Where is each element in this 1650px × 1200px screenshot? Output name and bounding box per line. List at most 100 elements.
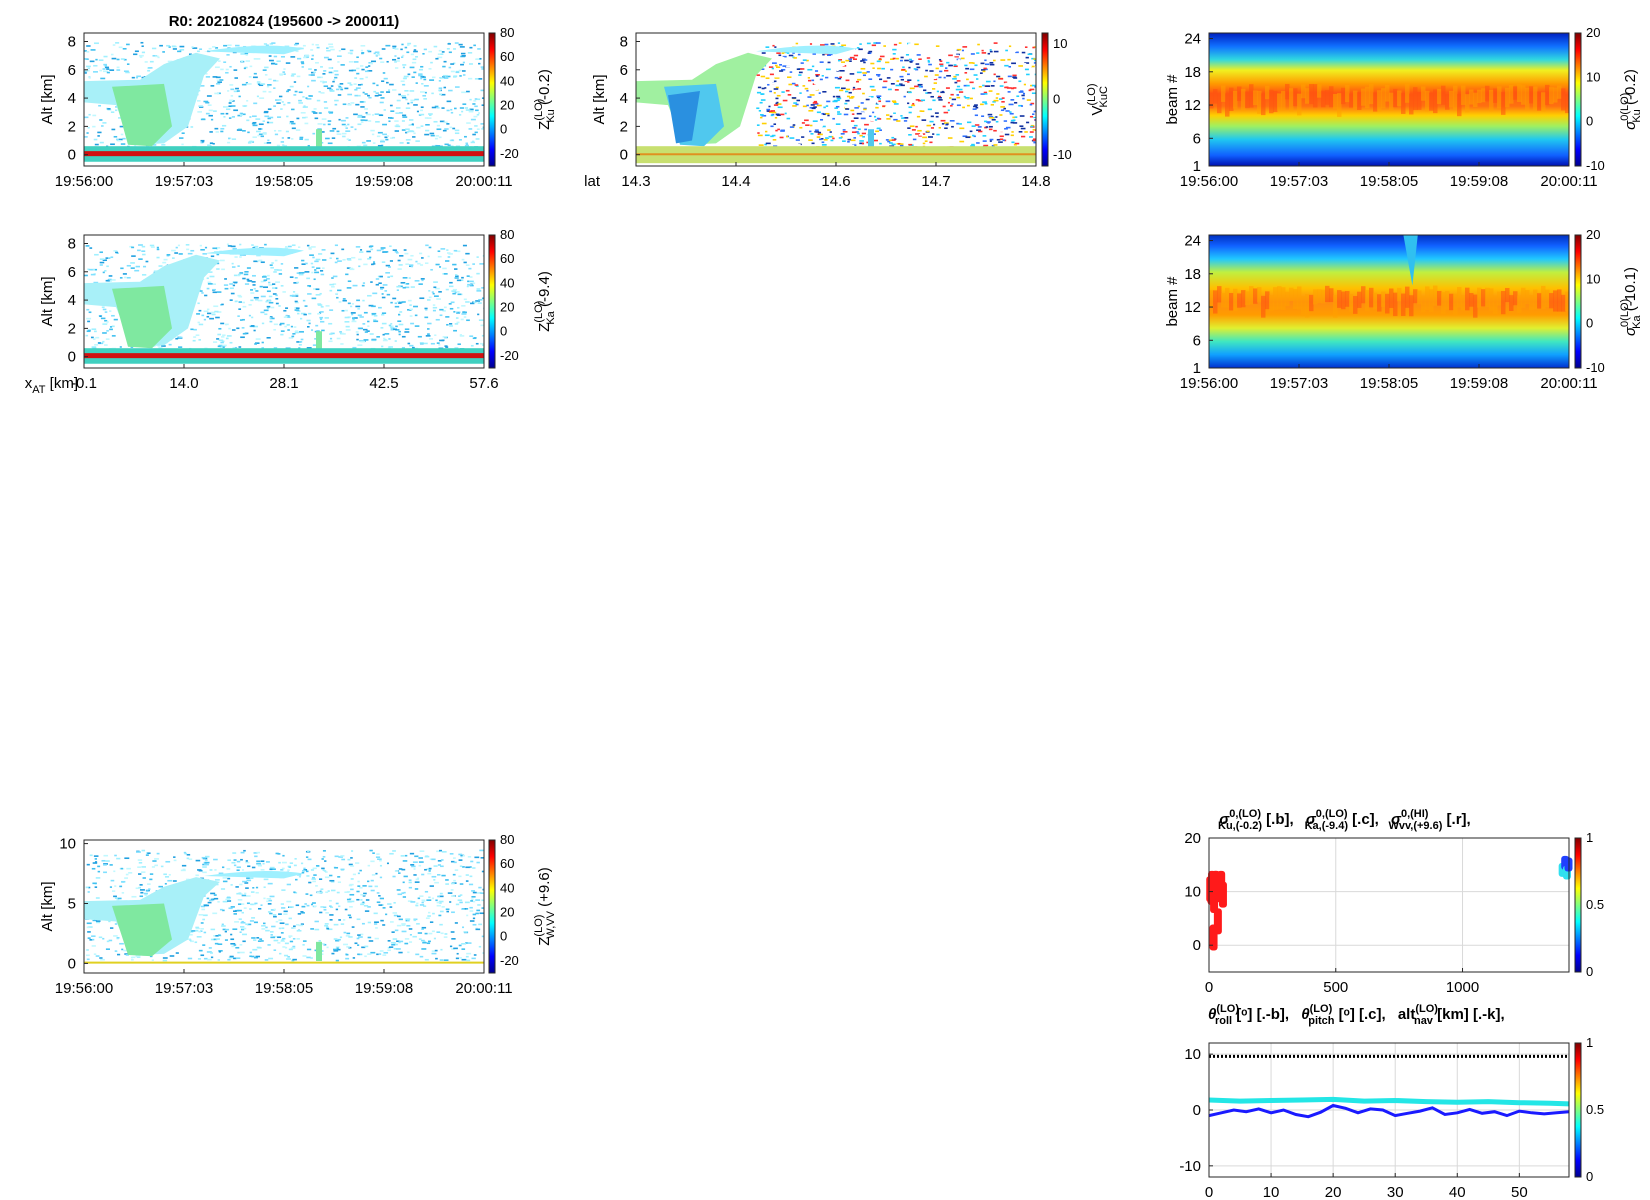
zw-speckle bbox=[419, 850, 425, 852]
zku-speckle bbox=[473, 115, 478, 118]
zku-speckle bbox=[228, 101, 232, 103]
sig-cbar-tick: 0.5 bbox=[1586, 897, 1604, 912]
zw-speckle bbox=[85, 954, 90, 957]
zw-speckle bbox=[222, 909, 225, 912]
zka-speckle bbox=[161, 345, 166, 347]
sku-beam-column bbox=[1489, 89, 1494, 112]
zka-speckle bbox=[398, 333, 401, 336]
vku-speckle bbox=[1013, 143, 1017, 146]
zka-speckle bbox=[248, 314, 251, 317]
vku-speckle bbox=[985, 126, 989, 128]
vku-speckle bbox=[905, 53, 910, 56]
zw-speckle bbox=[281, 861, 287, 864]
zku-speckle bbox=[392, 89, 397, 91]
zw-speckle bbox=[96, 921, 101, 924]
vku-speckle bbox=[757, 86, 762, 89]
ska-beam-column bbox=[1565, 291, 1570, 312]
zw-speckle bbox=[319, 943, 325, 945]
vku-speckle bbox=[936, 133, 940, 136]
vku-speckle bbox=[908, 106, 913, 109]
zku-speckle bbox=[332, 89, 335, 92]
ska-xtick-label: 20:00:11 bbox=[1540, 375, 1597, 392]
vku-speckle bbox=[825, 112, 830, 115]
vku-speckle bbox=[1000, 59, 1006, 61]
zka-speckle bbox=[305, 262, 308, 265]
zku-speckle bbox=[120, 143, 126, 145]
vku-speckle bbox=[909, 61, 913, 63]
ska-beam-column bbox=[1433, 285, 1438, 306]
vku-speckle bbox=[886, 51, 892, 53]
zka-speckle bbox=[102, 332, 107, 334]
zka-speckle bbox=[178, 336, 183, 339]
zka-speckle bbox=[381, 313, 385, 316]
ska-beam-column bbox=[1305, 294, 1310, 318]
vku-speckle bbox=[1015, 51, 1019, 54]
vku-speckle bbox=[983, 144, 989, 147]
zw-speckle bbox=[315, 865, 320, 867]
zw-speckle bbox=[195, 929, 199, 932]
zka-speckle bbox=[91, 346, 97, 348]
vku-speckle bbox=[876, 127, 881, 130]
vku-speckle bbox=[915, 68, 919, 71]
zw-speckle bbox=[227, 859, 231, 862]
zw-speckle bbox=[296, 923, 300, 926]
ska-beam-column bbox=[1345, 290, 1350, 307]
zka-speckle bbox=[448, 253, 453, 255]
zku-speckle bbox=[212, 76, 218, 78]
vku-speckle bbox=[837, 77, 842, 80]
zw-speckle bbox=[139, 895, 144, 898]
vku-speckle bbox=[862, 92, 865, 95]
zka-speckle bbox=[401, 301, 406, 303]
sig-xtick-label: 500 bbox=[1323, 979, 1348, 996]
zku-speckle bbox=[306, 56, 310, 58]
zka-speckle bbox=[243, 273, 249, 276]
zw-speckle bbox=[266, 897, 272, 900]
zka-cbar-label-sub: Ka bbox=[545, 310, 557, 324]
zku-speckle bbox=[144, 61, 148, 63]
vku-speckle bbox=[821, 141, 825, 144]
vku-speckle bbox=[821, 144, 827, 146]
vku-speckle bbox=[909, 58, 912, 61]
ska-beam-column bbox=[1397, 287, 1402, 302]
vku-speckle bbox=[860, 67, 866, 70]
zku-speckle bbox=[454, 107, 457, 110]
ska-beam-column bbox=[1357, 291, 1362, 308]
zka-speckle bbox=[454, 347, 459, 349]
zku-speckle bbox=[159, 44, 163, 47]
zku-speckle bbox=[285, 130, 289, 133]
vku-speckle bbox=[771, 111, 777, 114]
vku-speckle bbox=[1033, 46, 1036, 48]
zka-speckle bbox=[371, 339, 377, 342]
zka-speckle bbox=[229, 287, 234, 290]
vku-speckle bbox=[786, 117, 791, 120]
zku-speckle bbox=[360, 83, 363, 86]
zka-speckle bbox=[472, 301, 475, 303]
zka-speckle bbox=[359, 339, 364, 342]
zka-speckle bbox=[137, 249, 141, 252]
zw-speckle bbox=[267, 882, 273, 885]
zka-speckle bbox=[459, 334, 462, 336]
zku-speckle bbox=[474, 125, 478, 127]
zw-colorbar-frame bbox=[488, 839, 496, 974]
zw-speckle bbox=[195, 859, 201, 862]
vku-speckle bbox=[806, 59, 809, 62]
zka-speckle bbox=[251, 316, 254, 319]
zka-speckle bbox=[280, 333, 284, 336]
sku-beam-column bbox=[1409, 93, 1414, 115]
zku-speckle bbox=[200, 118, 206, 121]
zka-speckle bbox=[446, 249, 449, 251]
zka-speckle bbox=[255, 338, 261, 340]
vku-speckle bbox=[932, 99, 936, 102]
att-cbar-tick: 1 bbox=[1586, 1035, 1593, 1050]
zka-speckle bbox=[399, 255, 404, 257]
zku-speckle bbox=[368, 120, 372, 122]
vku-speckle bbox=[972, 62, 975, 64]
zku-speckle bbox=[228, 105, 233, 108]
vku-speckle bbox=[844, 106, 850, 108]
zku-speckle bbox=[359, 101, 364, 103]
zku-speckle bbox=[443, 77, 449, 79]
zku-speckle bbox=[420, 125, 424, 127]
vku-speckle bbox=[869, 85, 875, 88]
zka-speckle bbox=[221, 336, 225, 338]
zw-speckle bbox=[227, 958, 231, 961]
